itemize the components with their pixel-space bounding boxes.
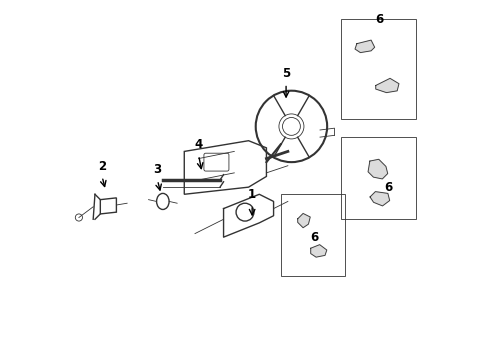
- Polygon shape: [376, 78, 399, 93]
- Polygon shape: [370, 192, 390, 206]
- Text: 6: 6: [384, 181, 392, 194]
- Text: 6: 6: [311, 231, 319, 244]
- Text: 1: 1: [248, 188, 256, 202]
- Bar: [342, 19, 416, 119]
- Polygon shape: [298, 213, 310, 228]
- Text: 6: 6: [375, 13, 383, 26]
- Text: 3: 3: [153, 163, 162, 176]
- Text: 4: 4: [195, 139, 203, 152]
- Polygon shape: [355, 40, 375, 53]
- Bar: [281, 194, 345, 276]
- Polygon shape: [311, 245, 327, 257]
- Text: 2: 2: [98, 160, 106, 173]
- Bar: [342, 137, 416, 219]
- Text: 5: 5: [282, 67, 290, 80]
- Polygon shape: [368, 159, 388, 179]
